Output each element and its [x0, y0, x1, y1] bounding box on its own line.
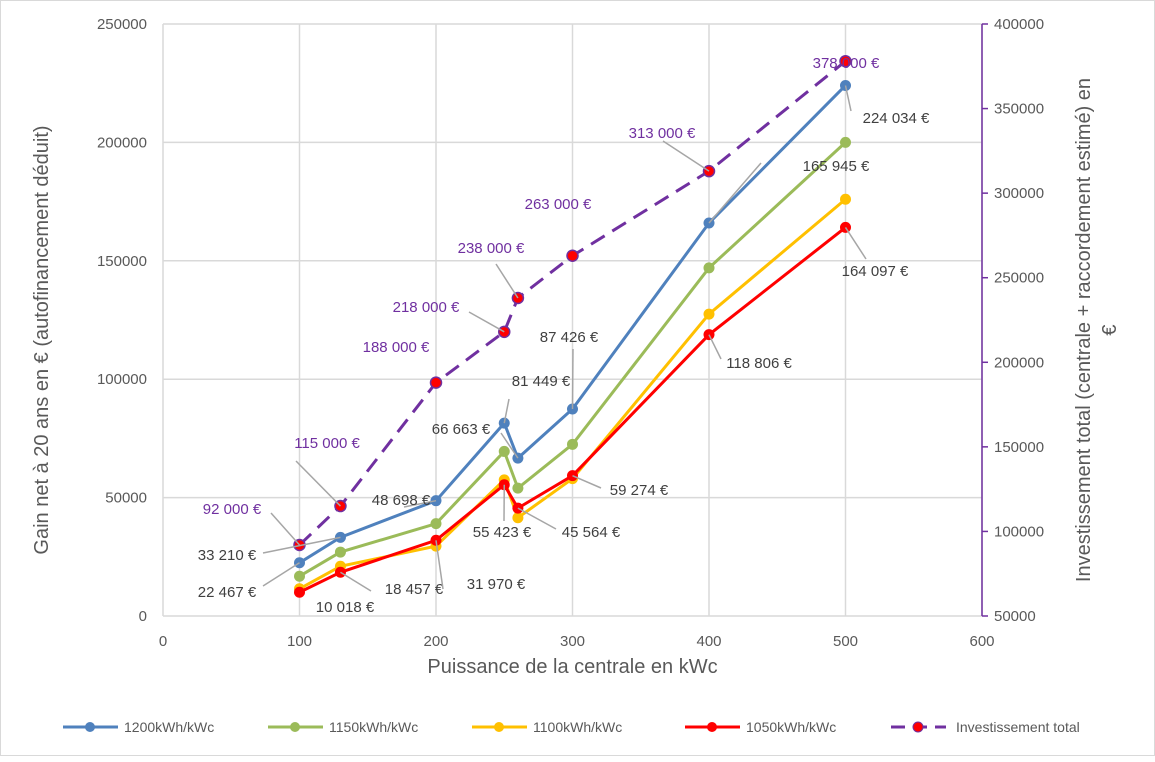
- data-point: [704, 262, 715, 273]
- legend-label: 1150kWh/kWc: [329, 719, 418, 735]
- data-label: 45 564 €: [562, 524, 621, 541]
- x-axis-title: Puissance de la centrale en kWc: [427, 656, 717, 678]
- data-label: 92 000 €: [203, 501, 262, 518]
- data-label: 66 663 €: [432, 421, 491, 438]
- legend-marker: [707, 722, 717, 732]
- data-label: 31 970 €: [467, 576, 526, 593]
- legend-marker: [494, 722, 504, 732]
- legend-label: 1200kWh/kWc: [124, 719, 214, 735]
- data-label: 55 423 €: [473, 524, 532, 541]
- legend-label: 1050kWh/kWc: [746, 719, 836, 735]
- data-label-leader: [846, 227, 867, 259]
- data-label: 188 000 €: [363, 339, 430, 356]
- data-label: 115 000 €: [294, 435, 360, 452]
- data-label: 33 210 €: [198, 547, 257, 564]
- y2-tick-label: 400000: [994, 16, 1044, 33]
- data-label: 263 000 €: [525, 196, 592, 213]
- data-point: [499, 446, 510, 457]
- y-tick-label: 250000: [97, 16, 147, 33]
- x-tick-label: 300: [560, 633, 585, 650]
- y2-tick-label: 50000: [994, 608, 1036, 625]
- y-tick-label: 200000: [97, 134, 147, 151]
- data-label: 87 426 €: [540, 329, 599, 346]
- legend-label: 1100kWh/kWc: [533, 719, 622, 735]
- data-point: [840, 194, 851, 205]
- data-label-leader: [496, 264, 518, 298]
- legend-marker: [290, 722, 300, 732]
- data-point: [294, 571, 305, 582]
- data-label-leader: [573, 349, 574, 409]
- data-label: 165 945 €: [803, 158, 870, 175]
- x-tick-label: 500: [833, 633, 858, 650]
- data-label-leader: [340, 572, 371, 591]
- data-point: [431, 377, 442, 388]
- data-label-leader: [469, 312, 504, 332]
- data-label-leader: [709, 163, 761, 223]
- data-label: 224 034 €: [863, 110, 930, 127]
- data-label-leader: [709, 335, 721, 359]
- data-point: [431, 518, 442, 529]
- data-label: 238 000 €: [458, 240, 525, 257]
- data-label: 59 274 €: [610, 482, 669, 499]
- data-point: [567, 250, 578, 261]
- data-label: 10 018 €: [316, 599, 375, 616]
- data-label: 48 698 €: [372, 492, 431, 509]
- data-label: 22 467 €: [198, 584, 257, 601]
- y-tick-label: 100000: [97, 371, 147, 388]
- x-tick-label: 100: [287, 633, 312, 650]
- data-label: 378 000 €: [813, 55, 880, 72]
- y-tick-label: 150000: [97, 253, 147, 270]
- y-tick-label: 0: [139, 608, 147, 625]
- data-point: [567, 439, 578, 450]
- data-point: [840, 137, 851, 148]
- y2-tick-label: 350000: [994, 101, 1044, 118]
- x-tick-label: 0: [159, 633, 167, 650]
- y2-tick-label: 100000: [994, 523, 1044, 540]
- data-label-leader: [263, 563, 300, 586]
- data-point: [294, 587, 305, 598]
- data-point: [704, 309, 715, 320]
- data-label: 218 000 €: [393, 299, 460, 316]
- data-label: 118 806 €: [726, 355, 792, 372]
- data-label: 313 000 €: [629, 125, 696, 142]
- data-label: 81 449 €: [512, 373, 571, 390]
- data-point: [512, 512, 523, 523]
- legend-label: Investissement total: [956, 719, 1080, 735]
- data-label-leader: [271, 513, 300, 545]
- x-tick-label: 600: [969, 633, 994, 650]
- y2-axis-title: Investissement total (centrale + raccord…: [1073, 78, 1121, 582]
- y-axis-title: Gain net à 20 ans en € (autofinancement …: [31, 125, 53, 554]
- data-label-leader: [296, 461, 340, 506]
- x-tick-label: 400: [696, 633, 721, 650]
- x-tick-label: 200: [423, 633, 448, 650]
- y2-tick-label: 300000: [994, 185, 1044, 202]
- data-label: 18 457 €: [385, 581, 444, 598]
- data-point: [512, 483, 523, 494]
- y-tick-label: 50000: [105, 490, 147, 507]
- data-label: 164 097 €: [842, 263, 909, 280]
- y2-tick-label: 150000: [994, 439, 1044, 456]
- data-label-leader: [663, 141, 709, 171]
- y2-tick-label: 200000: [994, 354, 1044, 371]
- legend-marker: [85, 722, 95, 732]
- data-point: [335, 547, 346, 558]
- legend-marker: [913, 722, 923, 732]
- y2-tick-label: 250000: [994, 270, 1044, 287]
